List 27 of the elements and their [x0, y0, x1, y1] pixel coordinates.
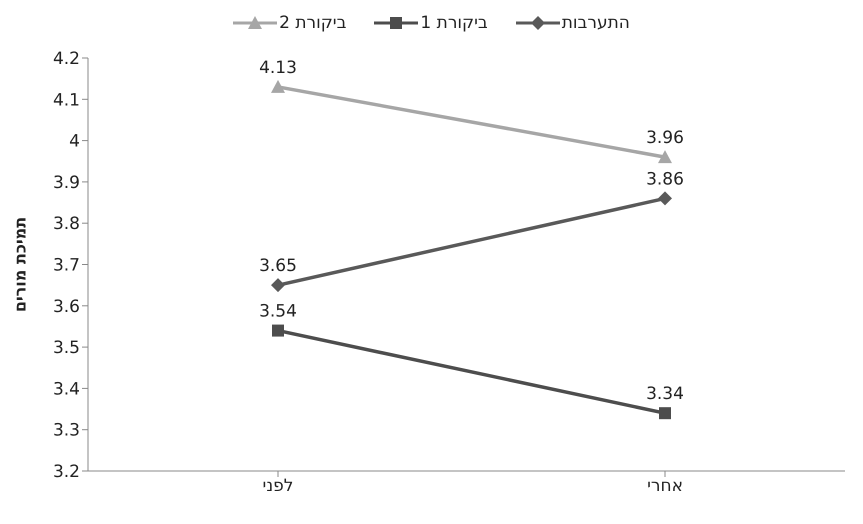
data-label: 3.96	[646, 128, 684, 148]
point	[658, 191, 672, 206]
y-tick-label: 3.3	[52, 420, 80, 441]
data-label: 3.86	[646, 169, 684, 190]
y-tick-label: 4	[69, 132, 80, 152]
y-tick-label: 3.7	[52, 256, 80, 276]
y-tick-label: 3.9	[52, 172, 80, 193]
y-tick-label: 3.2	[52, 462, 80, 482]
y-tick-label: 3.6	[52, 296, 80, 317]
data-label: 3.34	[646, 384, 684, 404]
y-tick-label: 3.5	[52, 338, 80, 358]
y-tick-label: 3.8	[52, 214, 80, 234]
point	[271, 278, 285, 292]
x-tick-label: אחרי	[647, 476, 683, 496]
legend-label: התערבות	[562, 13, 630, 33]
legend-label: ביקורת 2	[279, 13, 346, 33]
point	[659, 407, 671, 420]
y-tick-label: 4.1	[52, 90, 80, 110]
y-tick-label: 3.4	[52, 379, 80, 400]
y-axis-title: תמיכת מורים	[10, 216, 30, 312]
legend-label: ביקורת 1	[420, 13, 488, 33]
point	[272, 324, 284, 337]
data-label: 4.13	[259, 58, 297, 78]
data-label: 3.65	[259, 256, 297, 276]
y-tick-label: 4.2	[52, 49, 80, 70]
x-tick-label: לפני	[262, 476, 294, 496]
data-label: 3.54	[259, 302, 297, 322]
